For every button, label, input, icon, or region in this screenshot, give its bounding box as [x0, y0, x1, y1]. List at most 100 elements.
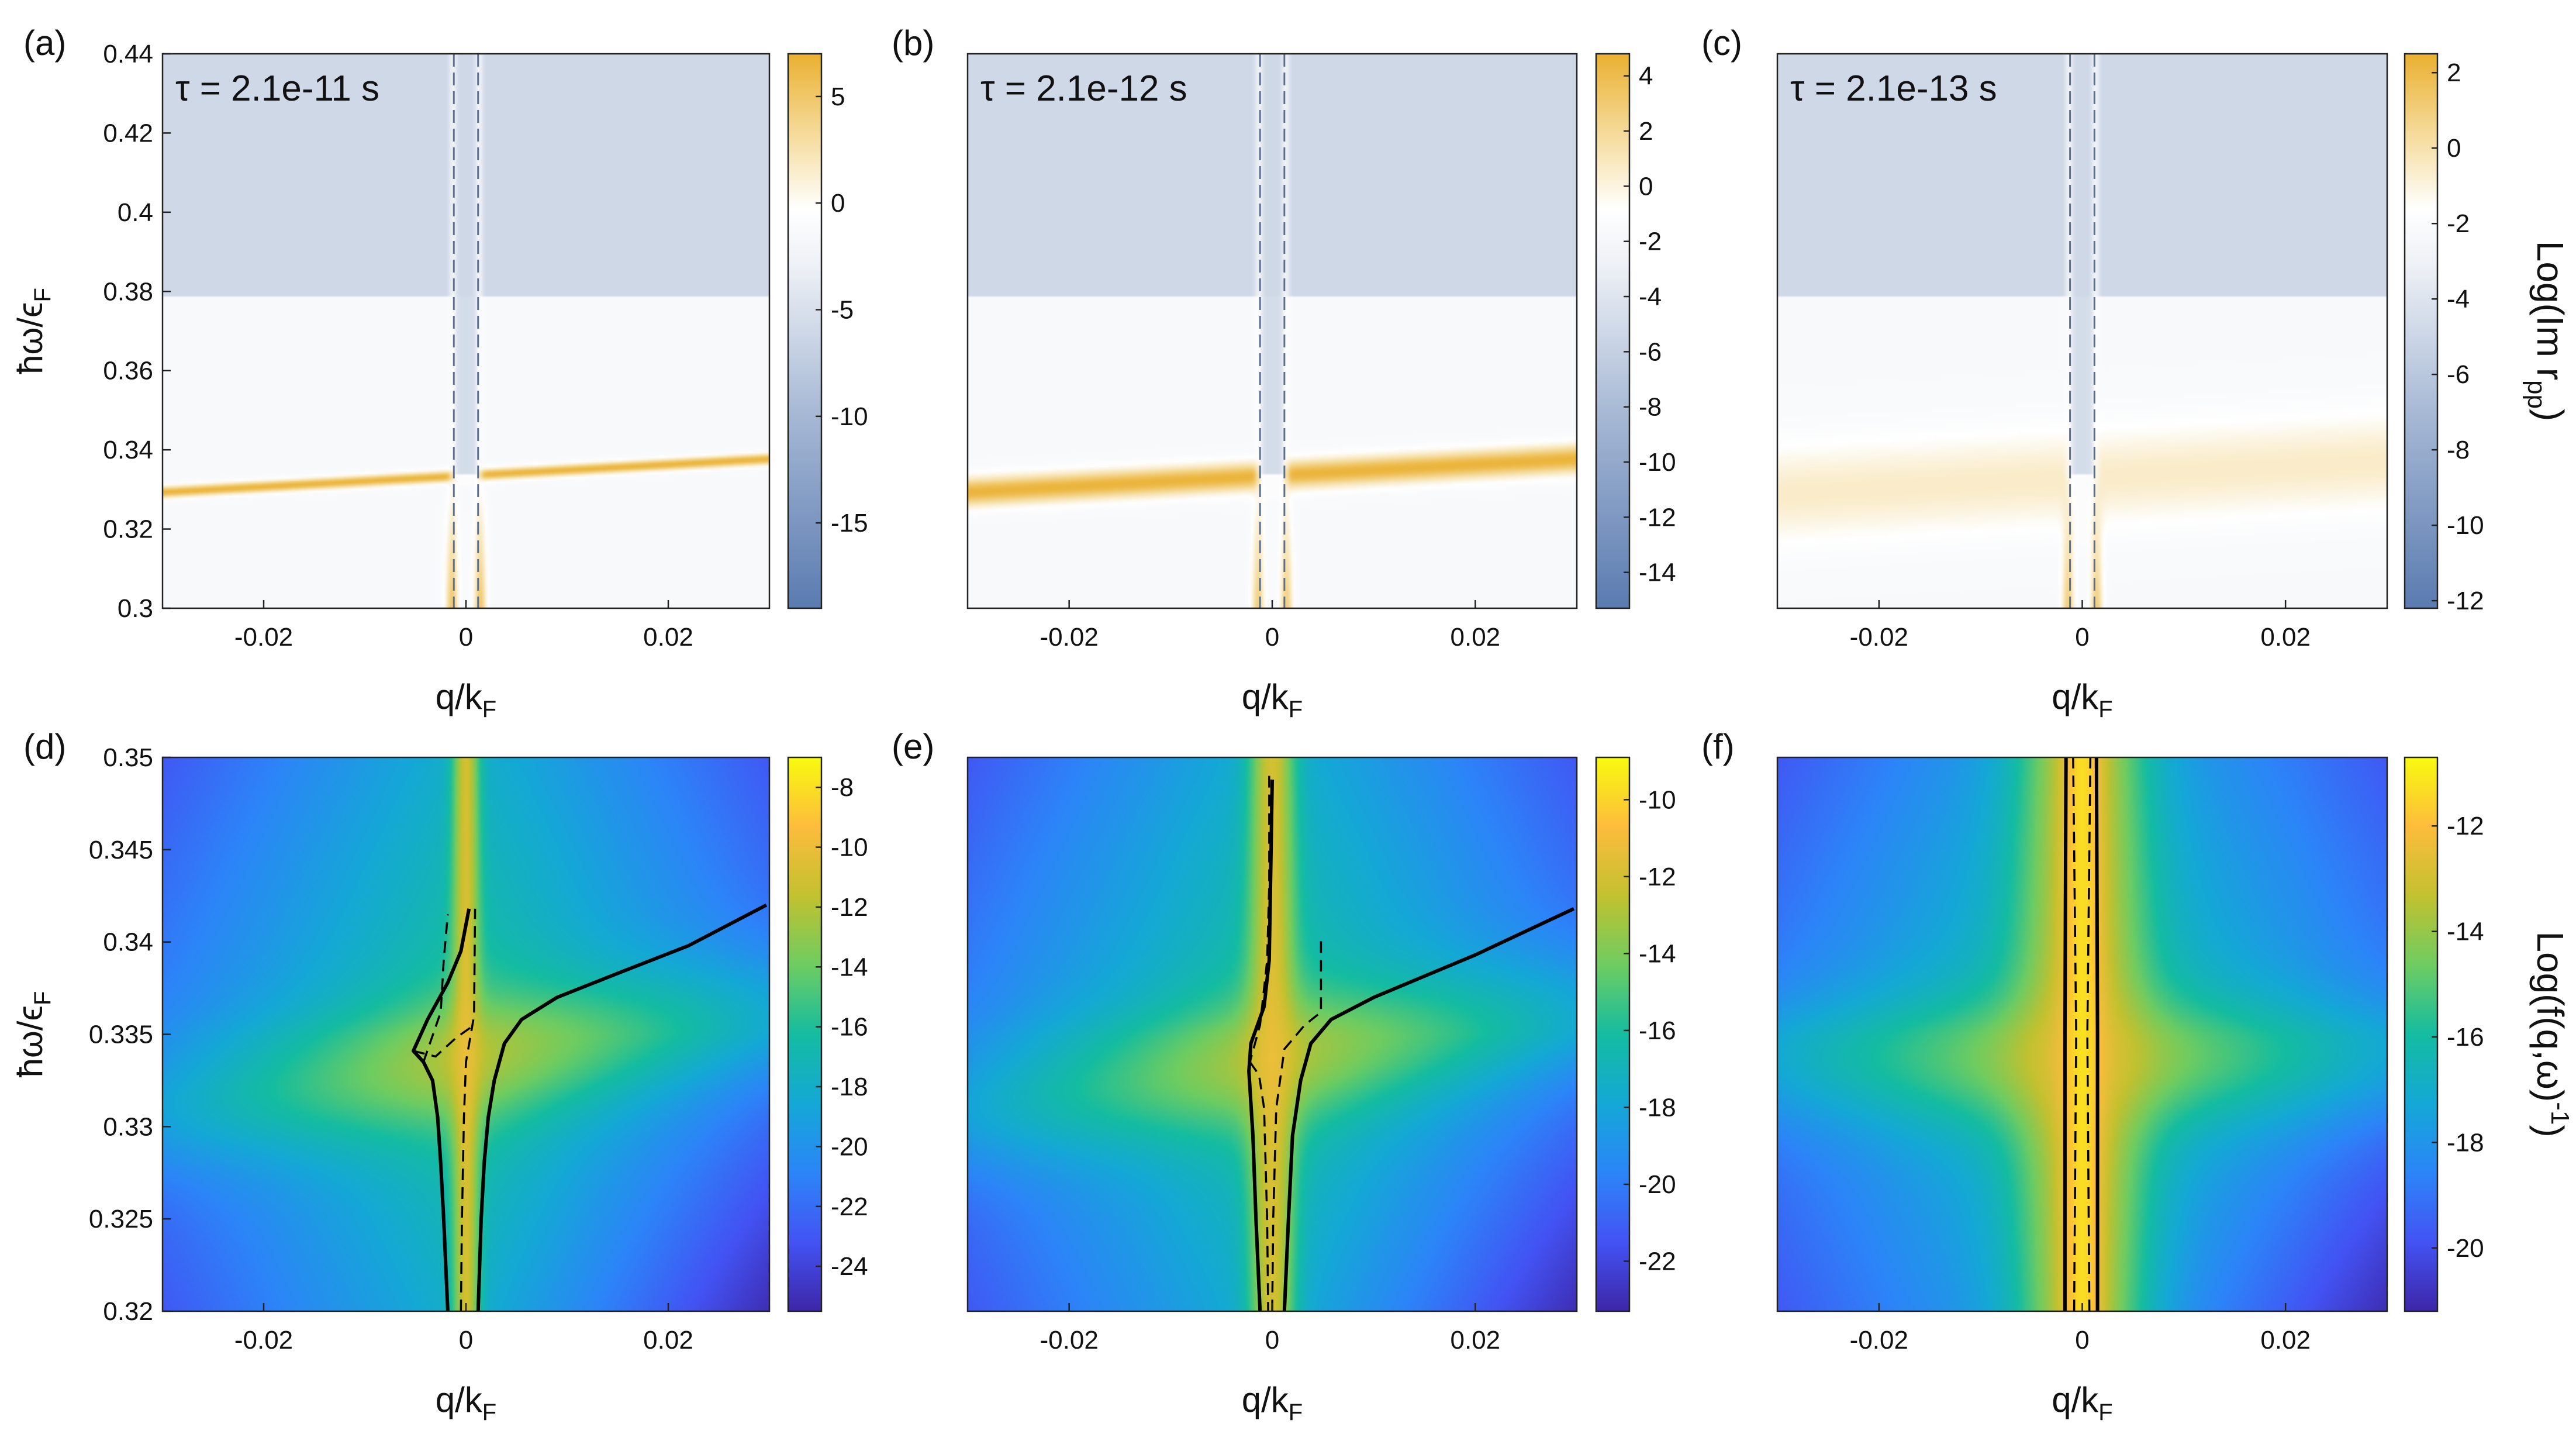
x-axis-label: q/kF: [1242, 1380, 1303, 1425]
colorbar-title: Log(f(q,ω)-1): [2529, 931, 2574, 1137]
plot-overlays: -0.02 0 0.02 0.3 0.32 0.34 0.36 0.38 0.4 0.42 0.44…: [11, 23, 2574, 1425]
colorbar-tick-label: -16: [2447, 1023, 2484, 1052]
dispersion-curve-solid: [1247, 779, 1274, 1312]
panel-d: -0.02 0 0.02 0.32 0.325 0.33 0.335 0.34 0.345 0.3…: [11, 727, 868, 1425]
colorbar: [2404, 756, 2439, 1312]
heatmap-image: [1777, 757, 2387, 1311]
colorbar-tick-label: -8: [831, 773, 854, 802]
dispersion-curve-dashed: [1249, 776, 1270, 1063]
dispersion-curve-dashed: [413, 1024, 475, 1058]
panel-label: (c): [1701, 23, 1742, 63]
tau-annotation: τ = 2.1e-11 s: [175, 68, 379, 109]
x-axis-label-main: q/k: [436, 677, 483, 716]
colorbar-tick-label: -8: [2447, 436, 2470, 464]
x-tick-label: -0.02: [1850, 623, 1908, 652]
colorbar-tick-label: -10: [1639, 448, 1676, 477]
y-tick-label: 0.32: [103, 1297, 153, 1326]
x-tick-label: 0.02: [643, 1326, 693, 1355]
y-axis-label: ħω/ϵF: [11, 288, 56, 374]
colorbar-tick-label: -4: [2447, 285, 2470, 313]
y-tick-label: 0.34: [103, 928, 153, 957]
x-tick-label: 0.02: [2260, 623, 2311, 652]
y-axis-label-main: ħω/ϵ: [11, 302, 50, 374]
x-axis-label-main: q/k: [2052, 677, 2099, 716]
colorbar-tick-label: 2: [1639, 117, 1653, 146]
x-tick-label: 0: [459, 623, 473, 652]
colorbar-tick-label: -14: [1639, 939, 1676, 968]
tau-annotation: τ = 2.1e-12 s: [980, 68, 1187, 109]
x-axis-label: q/kF: [436, 677, 496, 722]
x-axis-label-sub: F: [1289, 1400, 1303, 1425]
x-axis-label-sub: F: [1289, 697, 1303, 722]
y-tick-label: 0.42: [103, 119, 153, 147]
panel-label: (e): [892, 727, 934, 766]
dispersion-curve-dashed: [1249, 1061, 1269, 1312]
colorbar-title-end: ): [2529, 409, 2571, 421]
colorbar-tick-label: -12: [1639, 503, 1676, 532]
colorbar: [1595, 756, 1631, 1312]
x-tick-label: -0.02: [234, 623, 293, 652]
y-tick-label: 0.335: [89, 1021, 153, 1049]
colorbar-tick-label: -22: [831, 1192, 868, 1221]
y-tick-label: 0.38: [103, 277, 153, 306]
colorbar-title-end: ): [2529, 1125, 2571, 1137]
panel-f: -0.02 0 0.02 q/kF (f) -12 -14 -16 -18 -20 Log(f(q,…: [1701, 727, 2574, 1425]
x-tick-label: -0.02: [1040, 1326, 1099, 1355]
panel-b: -0.02 0 0.02 q/kF (b) τ = 2.1e-12 s 4 2 0 -2 -4 -6 -…: [892, 23, 1676, 722]
x-tick-label: 0: [459, 1326, 473, 1355]
colorbar-tick-label: -6: [2447, 360, 2470, 389]
colorbar-title: Log(Im rpp): [2522, 241, 2571, 422]
colorbar-tick-label: -15: [831, 509, 868, 537]
x-tick-label: -0.02: [1850, 1326, 1908, 1355]
colorbar-tick-label: 0: [2447, 134, 2461, 163]
colorbar: [787, 756, 823, 1312]
colorbar-tick-label: -10: [1639, 785, 1676, 814]
colorbar-tick-label: -16: [1639, 1016, 1676, 1045]
x-axis-label-sub: F: [482, 1400, 496, 1425]
y-tick-label: 0.34: [103, 436, 153, 464]
x-tick-label: 0: [2075, 1326, 2089, 1355]
y-tick-label: 0.36: [103, 357, 153, 385]
colorbar-tick-label: -12: [831, 893, 868, 922]
x-axis-label: q/kF: [436, 1380, 496, 1425]
dispersion-curve-solid: [2094, 757, 2100, 1311]
x-axis-label-main: q/k: [2052, 1380, 2099, 1419]
tau-annotation: τ = 2.1e-13 s: [1790, 68, 1997, 109]
y-tick-label: 0.345: [89, 836, 153, 864]
x-axis-label: q/kF: [2052, 677, 2112, 722]
colorbar-tick-label: -4: [1639, 282, 1662, 311]
x-tick-label: 0: [1265, 1326, 1279, 1355]
panel-a: -0.02 0 0.02 0.3 0.32 0.34 0.36 0.38 0.4 0.42 0.44…: [11, 23, 868, 722]
heatmap-images: [163, 54, 2387, 1311]
colorbar-tick-label: -2: [1639, 228, 1662, 256]
colorbar-tick-label: -18: [831, 1073, 868, 1101]
x-tick-label: 0.02: [1451, 1326, 1501, 1355]
colorbar-tick-label: -2: [2447, 209, 2470, 238]
colorbar: [1595, 53, 1631, 609]
x-axis-label-main: q/k: [436, 1380, 483, 1419]
colorbar-tick-label: 5: [831, 82, 845, 111]
dispersion-curve-solid: [1282, 907, 1575, 1312]
colorbar-tick-label: -8: [1639, 393, 1662, 422]
heatmap-image: [163, 54, 769, 608]
x-tick-label: -0.02: [234, 1326, 293, 1355]
y-axis-label: ħω/ϵF: [11, 991, 56, 1078]
x-tick-label: -0.02: [1040, 623, 1099, 652]
dispersion-curve-dashed: [422, 914, 449, 1063]
x-tick-label: 0.02: [1451, 623, 1501, 652]
colorbar-title-main: Log(Im r: [2529, 241, 2571, 380]
colorbar-tick-label: -6: [1639, 337, 1662, 366]
colorbar-tick-label: -5: [831, 296, 854, 325]
x-axis-label: q/kF: [1242, 677, 1303, 722]
colorbar-tick-label: 2: [2447, 58, 2461, 87]
colorbar-tick-label: -16: [831, 1013, 868, 1042]
colorbar-title-main: Log(f(q,ω): [2529, 931, 2571, 1102]
x-axis-label: q/kF: [2052, 1380, 2112, 1425]
x-tick-label: 0.02: [2260, 1326, 2311, 1355]
y-axis-label-sub: F: [30, 991, 56, 1005]
y-axis-label-main: ħω/ϵ: [11, 1005, 50, 1077]
colorbar-tick-label: -12: [1639, 863, 1676, 891]
colorbar-tick-label: -24: [831, 1252, 868, 1281]
y-tick-label: 0.325: [89, 1205, 153, 1233]
